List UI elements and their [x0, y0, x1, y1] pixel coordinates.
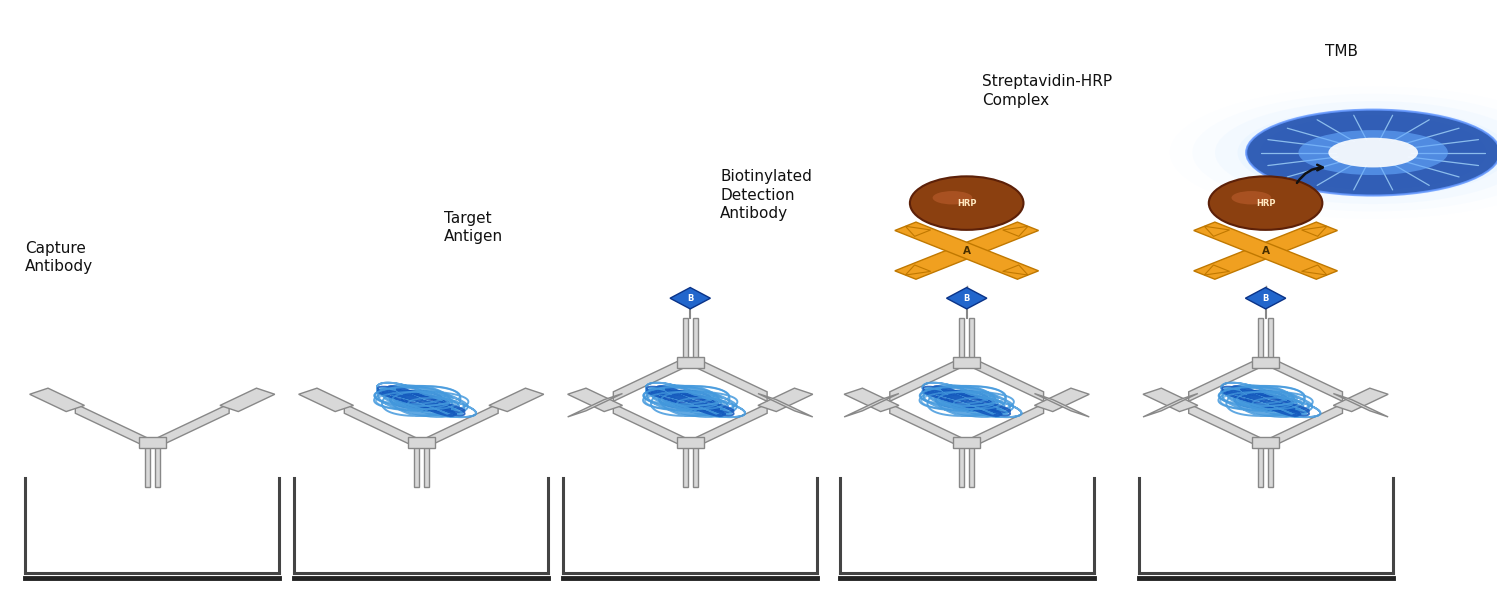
Polygon shape: [426, 404, 498, 448]
Polygon shape: [1035, 394, 1089, 417]
Polygon shape: [694, 404, 766, 448]
Polygon shape: [345, 404, 417, 448]
Bar: [1268, 443, 1274, 487]
Ellipse shape: [1246, 110, 1500, 196]
Polygon shape: [1002, 226, 1028, 236]
Bar: [952, 357, 980, 368]
Polygon shape: [1143, 394, 1198, 417]
Bar: [1258, 443, 1263, 487]
Text: B: B: [687, 294, 693, 303]
Polygon shape: [1245, 287, 1286, 309]
Polygon shape: [1334, 394, 1388, 417]
Text: B: B: [963, 294, 970, 303]
Polygon shape: [298, 388, 354, 412]
Ellipse shape: [1209, 176, 1323, 230]
Bar: [676, 357, 703, 368]
Bar: [960, 443, 964, 487]
Text: Target
Antigen: Target Antigen: [444, 211, 503, 244]
Polygon shape: [906, 265, 930, 275]
Polygon shape: [844, 394, 898, 417]
Polygon shape: [1204, 226, 1230, 236]
Polygon shape: [30, 388, 84, 412]
Bar: [969, 443, 974, 487]
Text: Streptavidin-HRP
Complex: Streptavidin-HRP Complex: [981, 74, 1112, 108]
Polygon shape: [1194, 222, 1338, 279]
Polygon shape: [1188, 404, 1260, 448]
Polygon shape: [567, 388, 622, 412]
Polygon shape: [567, 394, 622, 417]
Polygon shape: [1270, 404, 1342, 448]
Bar: [682, 318, 688, 362]
Ellipse shape: [1260, 116, 1486, 190]
Bar: [693, 318, 698, 362]
Polygon shape: [896, 222, 1038, 279]
Bar: [952, 437, 980, 448]
Polygon shape: [890, 358, 962, 401]
Bar: [146, 443, 150, 487]
Ellipse shape: [1329, 138, 1418, 167]
Bar: [414, 443, 419, 487]
Polygon shape: [758, 394, 813, 417]
Bar: [682, 443, 688, 487]
Bar: [960, 318, 964, 362]
Text: Capture
Antibody: Capture Antibody: [26, 241, 93, 274]
Text: Biotinylated
Detection
Antibody: Biotinylated Detection Antibody: [720, 169, 812, 221]
Polygon shape: [906, 226, 930, 236]
Bar: [423, 443, 429, 487]
Text: HRP: HRP: [957, 199, 976, 208]
Ellipse shape: [1238, 109, 1500, 197]
Polygon shape: [1204, 265, 1230, 275]
Bar: [1258, 318, 1263, 362]
Polygon shape: [158, 404, 230, 448]
Polygon shape: [946, 287, 987, 309]
Polygon shape: [896, 222, 1038, 279]
Polygon shape: [972, 404, 1044, 448]
Polygon shape: [1194, 222, 1338, 279]
Polygon shape: [614, 358, 686, 401]
Text: A: A: [963, 245, 970, 256]
Bar: [693, 443, 698, 487]
Polygon shape: [972, 358, 1044, 401]
Bar: [154, 443, 159, 487]
Polygon shape: [758, 388, 813, 412]
Bar: [408, 437, 435, 448]
Bar: [969, 318, 974, 362]
Text: B: B: [1263, 294, 1269, 303]
Polygon shape: [1002, 265, 1028, 275]
Polygon shape: [670, 287, 711, 309]
Bar: [676, 437, 703, 448]
Polygon shape: [1270, 358, 1342, 401]
Polygon shape: [694, 358, 766, 401]
Polygon shape: [1035, 388, 1089, 412]
Polygon shape: [1302, 265, 1328, 275]
Ellipse shape: [910, 176, 1023, 230]
Ellipse shape: [1232, 191, 1272, 205]
Polygon shape: [890, 404, 962, 448]
Polygon shape: [1302, 226, 1328, 236]
Text: TMB: TMB: [1326, 44, 1359, 59]
Bar: [140, 437, 165, 448]
Polygon shape: [220, 388, 274, 412]
Ellipse shape: [1299, 130, 1448, 175]
Bar: [1268, 318, 1274, 362]
Polygon shape: [844, 388, 898, 412]
Text: A: A: [1262, 245, 1269, 256]
Bar: [1252, 437, 1280, 448]
Polygon shape: [489, 388, 544, 412]
Polygon shape: [1188, 358, 1260, 401]
Ellipse shape: [933, 191, 972, 205]
Polygon shape: [1334, 388, 1388, 412]
Polygon shape: [614, 404, 686, 448]
Polygon shape: [75, 404, 147, 448]
Polygon shape: [1143, 388, 1198, 412]
Text: HRP: HRP: [1256, 199, 1275, 208]
Bar: [1252, 357, 1280, 368]
